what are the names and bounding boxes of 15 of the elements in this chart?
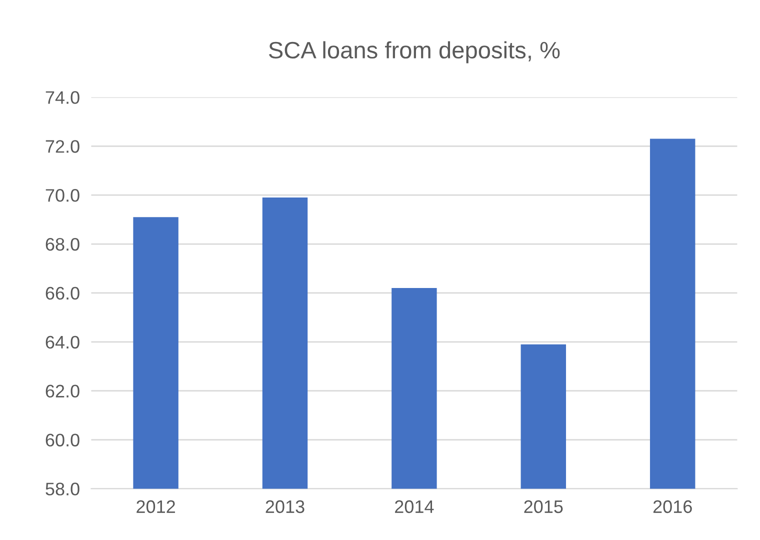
y-tick-label: 60.0 [46,434,80,446]
y-tick-label: 62.0 [46,384,80,398]
y-tick-label: 70.0 [46,189,80,202]
y-tick-label: 72.0 [46,140,80,153]
y-tick-label: 64.0 [46,336,80,349]
x-tick-label: 2015 [524,500,563,514]
chart-title: SCA loans from deposits, % [268,41,560,64]
x-tick-label: 2016 [653,500,692,514]
x-tick-label: 2012 [136,500,175,514]
x-tick-label: 2014 [395,500,434,514]
y-tick-label: 66.0 [46,286,80,300]
x-tick-label: 2013 [266,500,304,514]
y-tick-label: 68.0 [46,238,80,251]
y-tick-label: 58.0 [46,482,80,496]
y-tick-label: 74.0 [46,91,80,104]
